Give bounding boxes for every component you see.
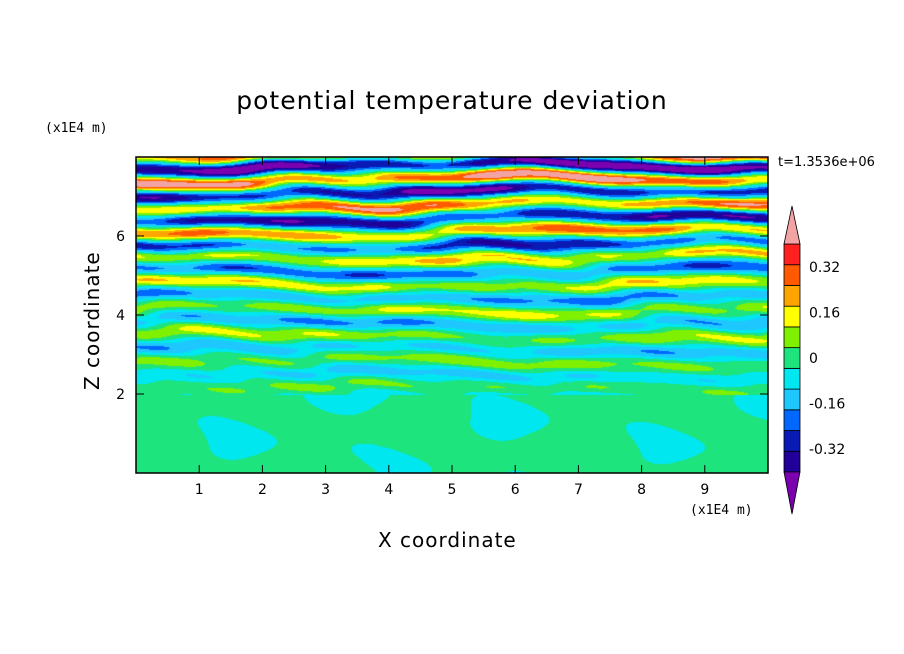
colorbar-label: 0.32 bbox=[809, 260, 840, 276]
x-tick-label: 9 bbox=[700, 482, 709, 498]
x-unit-label: (x1E4 m) bbox=[690, 503, 753, 518]
colorbar-segment bbox=[783, 305, 801, 328]
colorbar-label: -0.16 bbox=[809, 397, 845, 413]
y-tick-label: 4 bbox=[116, 308, 125, 324]
colorbar-segment bbox=[783, 285, 801, 307]
x-tick-label: 4 bbox=[384, 482, 393, 498]
colorbar-label: 0 bbox=[809, 351, 818, 367]
colorbar-segment bbox=[783, 367, 801, 390]
time-label: t=1.3536e+06 bbox=[778, 155, 875, 170]
y-tick-label: 6 bbox=[116, 229, 125, 245]
x-tick-label: 6 bbox=[511, 482, 520, 498]
x-tick-label: 8 bbox=[637, 482, 646, 498]
colorbar-segment bbox=[783, 243, 801, 266]
x-tick-label: 7 bbox=[574, 482, 583, 498]
chart-title: potential temperature deviation bbox=[236, 86, 668, 115]
x-tick-label: 1 bbox=[195, 482, 204, 498]
colorbar-segment bbox=[783, 450, 801, 473]
colorbar-extend-top bbox=[783, 205, 801, 245]
colorbar-segment bbox=[783, 347, 801, 369]
colorbar-label: 0.16 bbox=[809, 305, 840, 321]
colorbar-segment bbox=[783, 388, 801, 411]
x-tick-label: 3 bbox=[321, 482, 330, 498]
colorbar-segment bbox=[783, 409, 801, 431]
y-unit-label: (x1E4 m) bbox=[45, 121, 108, 136]
y-tick-label: 2 bbox=[116, 387, 125, 403]
colorbar-segment bbox=[783, 430, 801, 452]
colorbar-extend-bottom bbox=[783, 471, 801, 515]
x-axis-label: X coordinate bbox=[378, 528, 517, 552]
heatmap-field bbox=[136, 157, 768, 473]
colorbar-segment bbox=[783, 264, 801, 286]
x-tick-label: 5 bbox=[448, 482, 457, 498]
colorbar-segment bbox=[783, 326, 801, 349]
x-tick-label: 2 bbox=[258, 482, 267, 498]
colorbar-label: -0.32 bbox=[809, 442, 845, 458]
